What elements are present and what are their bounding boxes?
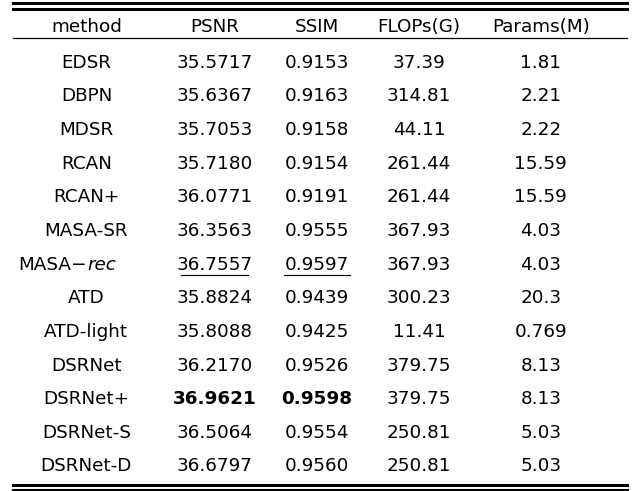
Text: DSRNet: DSRNet <box>51 356 122 375</box>
Text: 2.22: 2.22 <box>520 121 561 139</box>
Text: 35.6367: 35.6367 <box>177 87 252 106</box>
Text: 367.93: 367.93 <box>387 222 451 240</box>
Text: 4.03: 4.03 <box>520 256 561 273</box>
Text: 0.9425: 0.9425 <box>285 323 349 341</box>
Text: Params(M): Params(M) <box>492 18 589 36</box>
Text: 36.6797: 36.6797 <box>177 458 252 475</box>
Text: 379.75: 379.75 <box>387 356 451 375</box>
Text: 35.8824: 35.8824 <box>177 289 252 307</box>
Text: PSNR: PSNR <box>190 18 239 36</box>
Text: MASA−: MASA− <box>18 256 86 273</box>
Text: 35.7180: 35.7180 <box>176 155 253 173</box>
Text: 2.21: 2.21 <box>520 87 561 106</box>
Text: 0.9153: 0.9153 <box>285 54 349 72</box>
Text: 0.9163: 0.9163 <box>285 87 349 106</box>
Text: 36.9621: 36.9621 <box>173 390 256 408</box>
Text: 250.81: 250.81 <box>387 458 451 475</box>
Text: 367.93: 367.93 <box>387 256 451 273</box>
Text: 0.9598: 0.9598 <box>282 390 352 408</box>
Text: FLOPs(G): FLOPs(G) <box>378 18 461 36</box>
Text: 0.769: 0.769 <box>515 323 567 341</box>
Text: 4.03: 4.03 <box>520 222 561 240</box>
Text: 0.9560: 0.9560 <box>285 458 349 475</box>
Text: RCAN: RCAN <box>61 155 112 173</box>
Text: 0.9555: 0.9555 <box>285 222 349 240</box>
Text: 250.81: 250.81 <box>387 424 451 442</box>
Text: 1.81: 1.81 <box>520 54 561 72</box>
Text: 8.13: 8.13 <box>520 356 561 375</box>
Text: 35.5717: 35.5717 <box>176 54 253 72</box>
Text: SSIM: SSIM <box>294 18 339 36</box>
Text: DBPN: DBPN <box>61 87 112 106</box>
Text: 11.41: 11.41 <box>393 323 445 341</box>
Text: ATD-light: ATD-light <box>44 323 129 341</box>
Text: 0.9158: 0.9158 <box>285 121 349 139</box>
Text: method: method <box>51 18 122 36</box>
Text: 379.75: 379.75 <box>387 390 451 408</box>
Text: 300.23: 300.23 <box>387 289 451 307</box>
Text: 36.2170: 36.2170 <box>176 356 253 375</box>
Text: MDSR: MDSR <box>60 121 113 139</box>
Text: 5.03: 5.03 <box>520 458 561 475</box>
Text: 261.44: 261.44 <box>387 189 451 206</box>
Text: 0.9154: 0.9154 <box>285 155 349 173</box>
Text: 15.59: 15.59 <box>515 189 567 206</box>
Text: 35.7053: 35.7053 <box>176 121 253 139</box>
Text: 261.44: 261.44 <box>387 155 451 173</box>
Text: 35.8088: 35.8088 <box>177 323 252 341</box>
Text: ATD: ATD <box>68 289 105 307</box>
Text: 0.9439: 0.9439 <box>285 289 349 307</box>
Text: EDSR: EDSR <box>61 54 111 72</box>
Text: DSRNet+: DSRNet+ <box>44 390 129 408</box>
Text: 0.9526: 0.9526 <box>285 356 349 375</box>
Text: 0.9554: 0.9554 <box>285 424 349 442</box>
Text: 314.81: 314.81 <box>387 87 451 106</box>
Text: 20.3: 20.3 <box>520 289 561 307</box>
Text: DSRNet-S: DSRNet-S <box>42 424 131 442</box>
Text: 37.39: 37.39 <box>393 54 445 72</box>
Text: 36.3563: 36.3563 <box>177 222 252 240</box>
Text: 5.03: 5.03 <box>520 424 561 442</box>
Text: 36.0771: 36.0771 <box>176 189 253 206</box>
Text: 8.13: 8.13 <box>520 390 561 408</box>
Text: RCAN+: RCAN+ <box>53 189 120 206</box>
Text: rec: rec <box>88 256 116 273</box>
Text: 36.7557: 36.7557 <box>176 256 253 273</box>
Text: 36.5064: 36.5064 <box>177 424 252 442</box>
Text: 0.9191: 0.9191 <box>285 189 349 206</box>
Text: MASA-SR: MASA-SR <box>45 222 128 240</box>
Text: 0.9597: 0.9597 <box>285 256 349 273</box>
Text: DSRNet-D: DSRNet-D <box>41 458 132 475</box>
Text: 44.11: 44.11 <box>393 121 445 139</box>
Text: 15.59: 15.59 <box>515 155 567 173</box>
